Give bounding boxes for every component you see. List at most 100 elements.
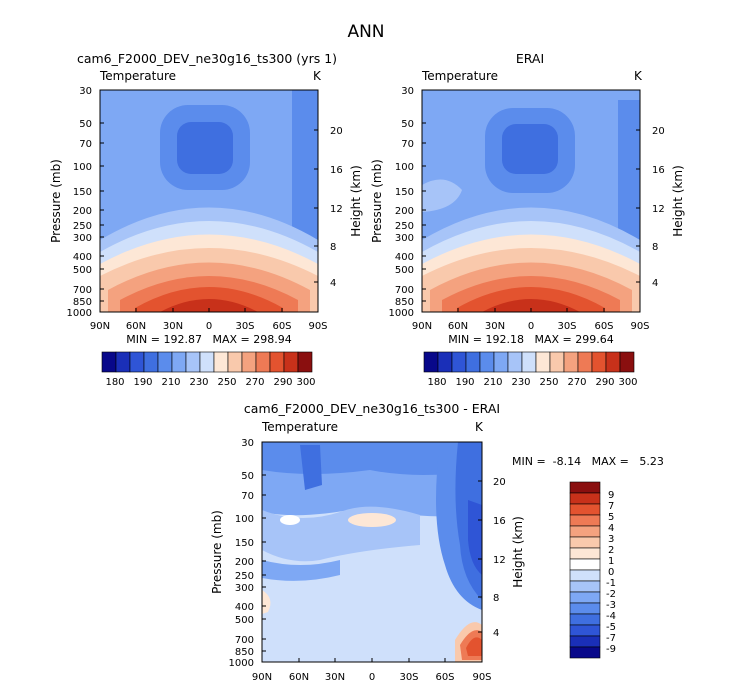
colorbar-swatch (465, 351, 481, 373)
colorbar-swatch (619, 351, 635, 373)
y-tick-label: 1000 (229, 658, 254, 669)
colorbar-swatch (171, 351, 187, 373)
colorbar-swatch (479, 351, 495, 373)
colorbar-labels: 9 7 5 4 3 2 1 0 -1 -2 -3 -4 -5 -7 -9 (606, 490, 616, 655)
page-title: ANN (347, 22, 384, 42)
units-label: K (313, 69, 322, 83)
colorbar-swatch (549, 351, 565, 373)
y-tick-label: 500 (395, 265, 414, 276)
colorbar-swatch (577, 351, 593, 373)
colorbar-swatch (185, 351, 201, 373)
x-tick-label: 0 (369, 672, 375, 683)
colorbar-label: -9 (606, 644, 616, 655)
x-tick-label: 30S (557, 321, 576, 332)
colorbar-swatch (115, 351, 131, 373)
y-tick-label: 100 (235, 514, 254, 525)
colorbar-swatch (569, 602, 601, 615)
colorbar-label: -1 (606, 578, 616, 589)
y-right-tick-label: 16 (493, 516, 506, 527)
y-tick-label: 100 (73, 162, 92, 173)
y-right-tick-label: 12 (330, 204, 343, 215)
plot-area (261, 441, 483, 663)
y-right-tick-label: 4 (493, 628, 499, 639)
colorbar-swatch (269, 351, 285, 373)
y-tick-label: 250 (73, 221, 92, 232)
field-label: Temperature (421, 69, 498, 83)
y-tick-label: 1000 (389, 308, 414, 319)
units-label: K (475, 420, 484, 434)
colorbar-vertical (569, 481, 601, 659)
y-axis-right: 20 16 12 8 4 Height (km) (314, 126, 363, 289)
x-axis: 90N 60N 30N 0 30S 60S 90S (412, 308, 650, 332)
colorbar-label: 290 (273, 377, 292, 388)
y-tick-label: 850 (235, 647, 254, 658)
colorbar-label: 250 (539, 377, 558, 388)
y-tick-label: 70 (79, 139, 92, 150)
y-tick-label: 50 (241, 471, 254, 482)
y-tick-label: 400 (73, 252, 92, 263)
y-right-tick-label: 20 (330, 126, 343, 137)
colorbar-label: 190 (455, 377, 474, 388)
colorbar-label: 1 (608, 556, 614, 567)
colorbar-swatch (563, 351, 579, 373)
y-tick-label: 70 (401, 139, 414, 150)
colorbar-label: -4 (606, 611, 616, 622)
y-tick-label: 30 (79, 86, 92, 97)
colorbar-label: 2 (608, 545, 614, 556)
x-axis: 90N 60N 30N 0 30S 60S 90S (252, 658, 492, 683)
y-right-tick-label: 4 (330, 278, 336, 289)
x-tick-label: 90S (308, 321, 327, 332)
x-tick-label: 30N (325, 672, 345, 683)
x-tick-label: 60N (448, 321, 468, 332)
y-axis-left: 30 50 70 100 150 200 250 300 400 500 700… (210, 438, 266, 669)
colorbar-swatch (569, 481, 601, 494)
x-tick-label: 90N (412, 321, 432, 332)
colorbar-swatch (535, 351, 551, 373)
colorbar-swatch (199, 351, 215, 373)
min-max-stats: MIN = 192.18 MAX = 299.64 (448, 333, 613, 346)
colorbar-label: 210 (161, 377, 180, 388)
y-tick-label: 150 (235, 538, 254, 549)
colorbar-label: -2 (606, 589, 616, 600)
y-tick-label: 300 (395, 233, 414, 244)
colorbar-swatch (591, 351, 607, 373)
colorbar-swatch (507, 351, 523, 373)
colorbar-label: 250 (217, 377, 236, 388)
x-tick-label: 0 (206, 321, 212, 332)
plot-area (99, 89, 319, 313)
y-axis-title: Pressure (mb) (210, 510, 224, 594)
y-tick-label: 150 (395, 187, 414, 198)
panel-title: cam6_F2000_DEV_ne30g16_ts300 - ERAI (244, 401, 500, 416)
colorbar-swatch (493, 351, 509, 373)
colorbar-swatch (437, 351, 453, 373)
x-tick-label: 90N (90, 321, 110, 332)
colorbar-swatch (569, 492, 601, 505)
colorbar-label: 180 (427, 377, 446, 388)
x-tick-label: 60N (126, 321, 146, 332)
colorbar-swatch (605, 351, 621, 373)
colorbar-swatch (569, 569, 601, 582)
y-axis-left: 30 50 70 100 150 200 250 300 400 500 700… (370, 86, 426, 319)
x-tick-label: 30S (235, 321, 254, 332)
colorbar-swatch (569, 624, 601, 637)
y-tick-label: 200 (395, 206, 414, 217)
y-tick-label: 30 (401, 86, 414, 97)
colorbar-label: 190 (133, 377, 152, 388)
colorbar-labels: 180 190 210 230 250 270 290 300 (105, 377, 315, 388)
y-right-tick-label: 12 (652, 204, 665, 215)
y-axis-right: 20 16 12 8 4 Height (km) (636, 126, 685, 289)
colorbar-swatch (157, 351, 173, 373)
colorbar-label: 5 (608, 512, 614, 523)
colorbar-label: 180 (105, 377, 124, 388)
y-tick-label: 700 (73, 285, 92, 296)
y-right-axis-title: Height (km) (511, 516, 525, 587)
y-right-tick-label: 8 (652, 242, 658, 253)
colorbar-labels: 180 190 210 230 250 270 290 300 (427, 377, 637, 388)
y-tick-label: 30 (241, 438, 254, 449)
y-tick-label: 300 (73, 233, 92, 244)
units-label: K (634, 69, 643, 83)
panel-difference: cam6_F2000_DEV_ne30g16_ts300 - ERAI Temp… (210, 401, 664, 683)
panel-title: ERAI (516, 51, 544, 66)
colorbar-swatch (255, 351, 271, 373)
